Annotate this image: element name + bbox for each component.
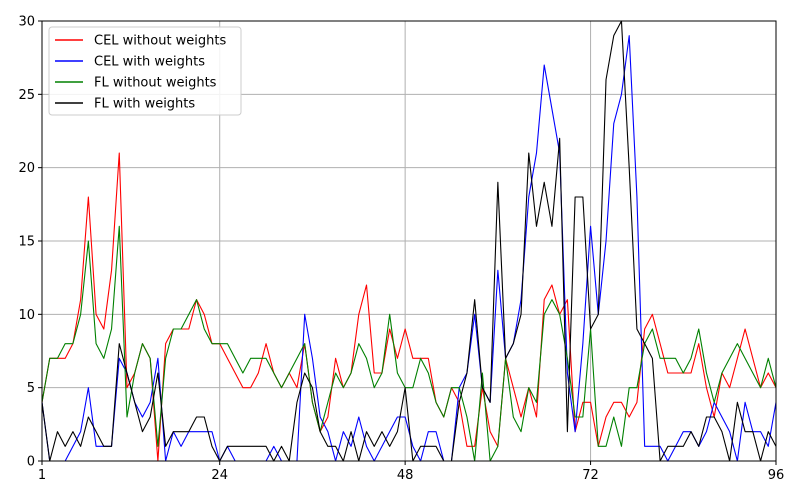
- x-tick-label: 48: [397, 468, 414, 483]
- y-tick-label: 0: [27, 455, 35, 470]
- x-axis-ticks: 1 24 48 72 96: [38, 461, 784, 483]
- legend-label: FL with weights: [94, 97, 195, 112]
- x-tick-label: 72: [582, 468, 599, 483]
- y-tick-label: 15: [18, 235, 35, 250]
- series-line-fl-with-weights: [41, 20, 777, 462]
- legend-label: CEL without weights: [94, 34, 226, 49]
- x-tick-label: 1: [38, 468, 46, 483]
- y-tick-label: 25: [18, 88, 35, 103]
- y-tick-label: 5: [27, 381, 35, 396]
- x-tick-label: 24: [211, 468, 228, 483]
- series-line-fl-without-weights: [41, 225, 777, 462]
- series-line-cel-without-weights: [41, 152, 777, 462]
- series-line-cel-with-weights: [41, 35, 777, 462]
- legend: CEL without weights CEL with weights FL wi…: [48, 26, 242, 116]
- legend-label: FL without weights: [94, 76, 217, 91]
- y-tick-label: 20: [18, 161, 35, 176]
- y-axis-ticks: 0 5 10 15 20 25 30: [18, 15, 42, 470]
- series-lines: [41, 20, 777, 462]
- legend-label: CEL with weights: [94, 55, 205, 70]
- y-tick-label: 10: [18, 308, 35, 323]
- y-tick-label: 30: [18, 15, 35, 30]
- x-tick-label: 96: [768, 468, 785, 483]
- legend-box: [48, 26, 242, 116]
